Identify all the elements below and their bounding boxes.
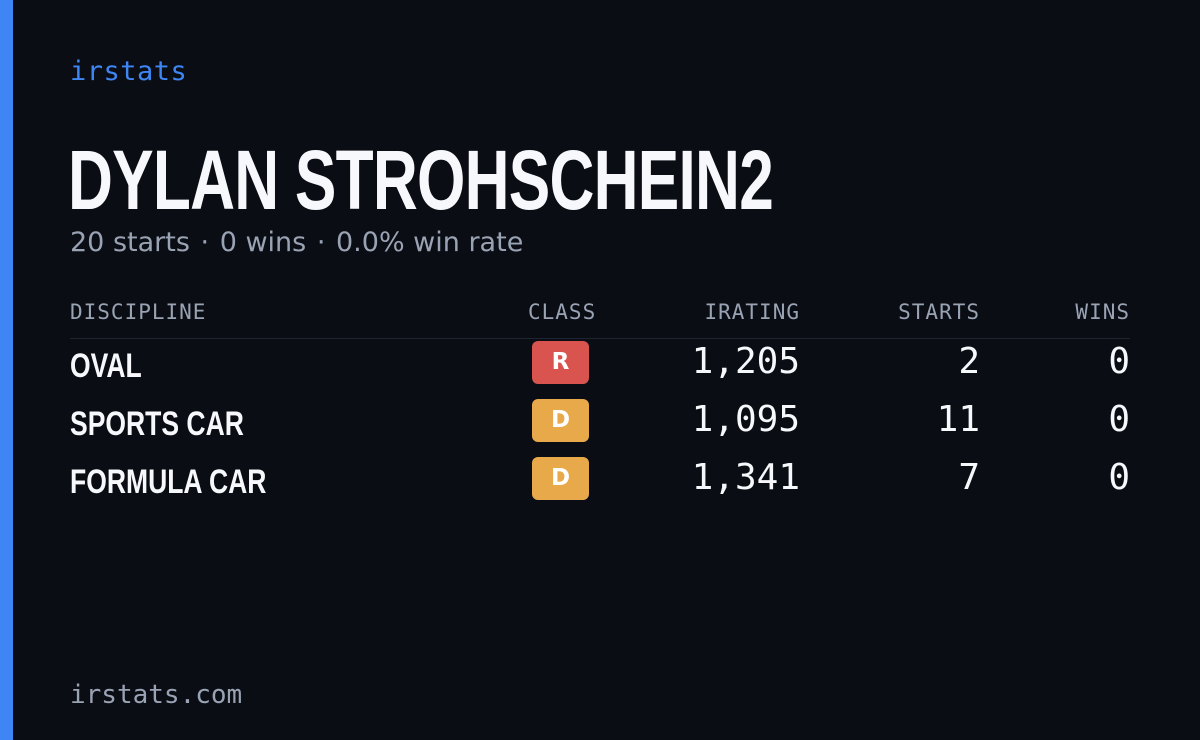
table-row: SPORTS CAR D 1,095 11 0 <box>70 397 1130 455</box>
header-starts: STARTS <box>898 300 980 324</box>
summary-separator: · <box>200 227 210 258</box>
summary-win-rate: 0.0% win rate <box>336 227 524 258</box>
footer-domain: irstats.com <box>70 680 243 710</box>
wins-value: 0 <box>1108 341 1130 382</box>
accent-bar <box>0 0 13 740</box>
starts-value: 2 <box>958 341 980 382</box>
discipline-name: SPORTS CAR <box>70 405 244 443</box>
class-badge: D <box>532 457 589 500</box>
header-class: CLASS <box>528 300 597 324</box>
summary-starts: 20 starts <box>70 227 190 258</box>
discipline-name: OVAL <box>70 347 142 385</box>
irating-value: 1,341 <box>691 457 800 498</box>
driver-name: DYLAN STROHSCHEIN2 <box>68 133 774 227</box>
class-badge: R <box>532 341 589 384</box>
class-badge: D <box>532 399 589 442</box>
wins-value: 0 <box>1108 457 1130 498</box>
irating-value: 1,095 <box>691 399 800 440</box>
table-row: FORMULA CAR D 1,341 7 0 <box>70 455 1130 513</box>
header-irating: IRATING <box>704 300 800 324</box>
summary-line: 20 starts · 0 wins · 0.0% win rate <box>70 227 523 258</box>
header-wins: WINS <box>1075 300 1130 324</box>
discipline-name: FORMULA CAR <box>70 463 267 501</box>
summary-separator: · <box>316 227 326 258</box>
starts-value: 11 <box>936 399 980 440</box>
header-discipline: DISCIPLINE <box>70 300 207 324</box>
wins-value: 0 <box>1108 399 1130 440</box>
starts-value: 7 <box>958 457 980 498</box>
brand-logo: irstats <box>70 56 188 87</box>
irating-value: 1,205 <box>691 341 800 382</box>
discipline-table: DISCIPLINE CLASS IRATING STARTS WINS OVA… <box>70 296 1130 513</box>
table-row: OVAL R 1,205 2 0 <box>70 339 1130 397</box>
table-header: DISCIPLINE CLASS IRATING STARTS WINS <box>70 296 1130 339</box>
summary-wins: 0 wins <box>219 227 307 258</box>
